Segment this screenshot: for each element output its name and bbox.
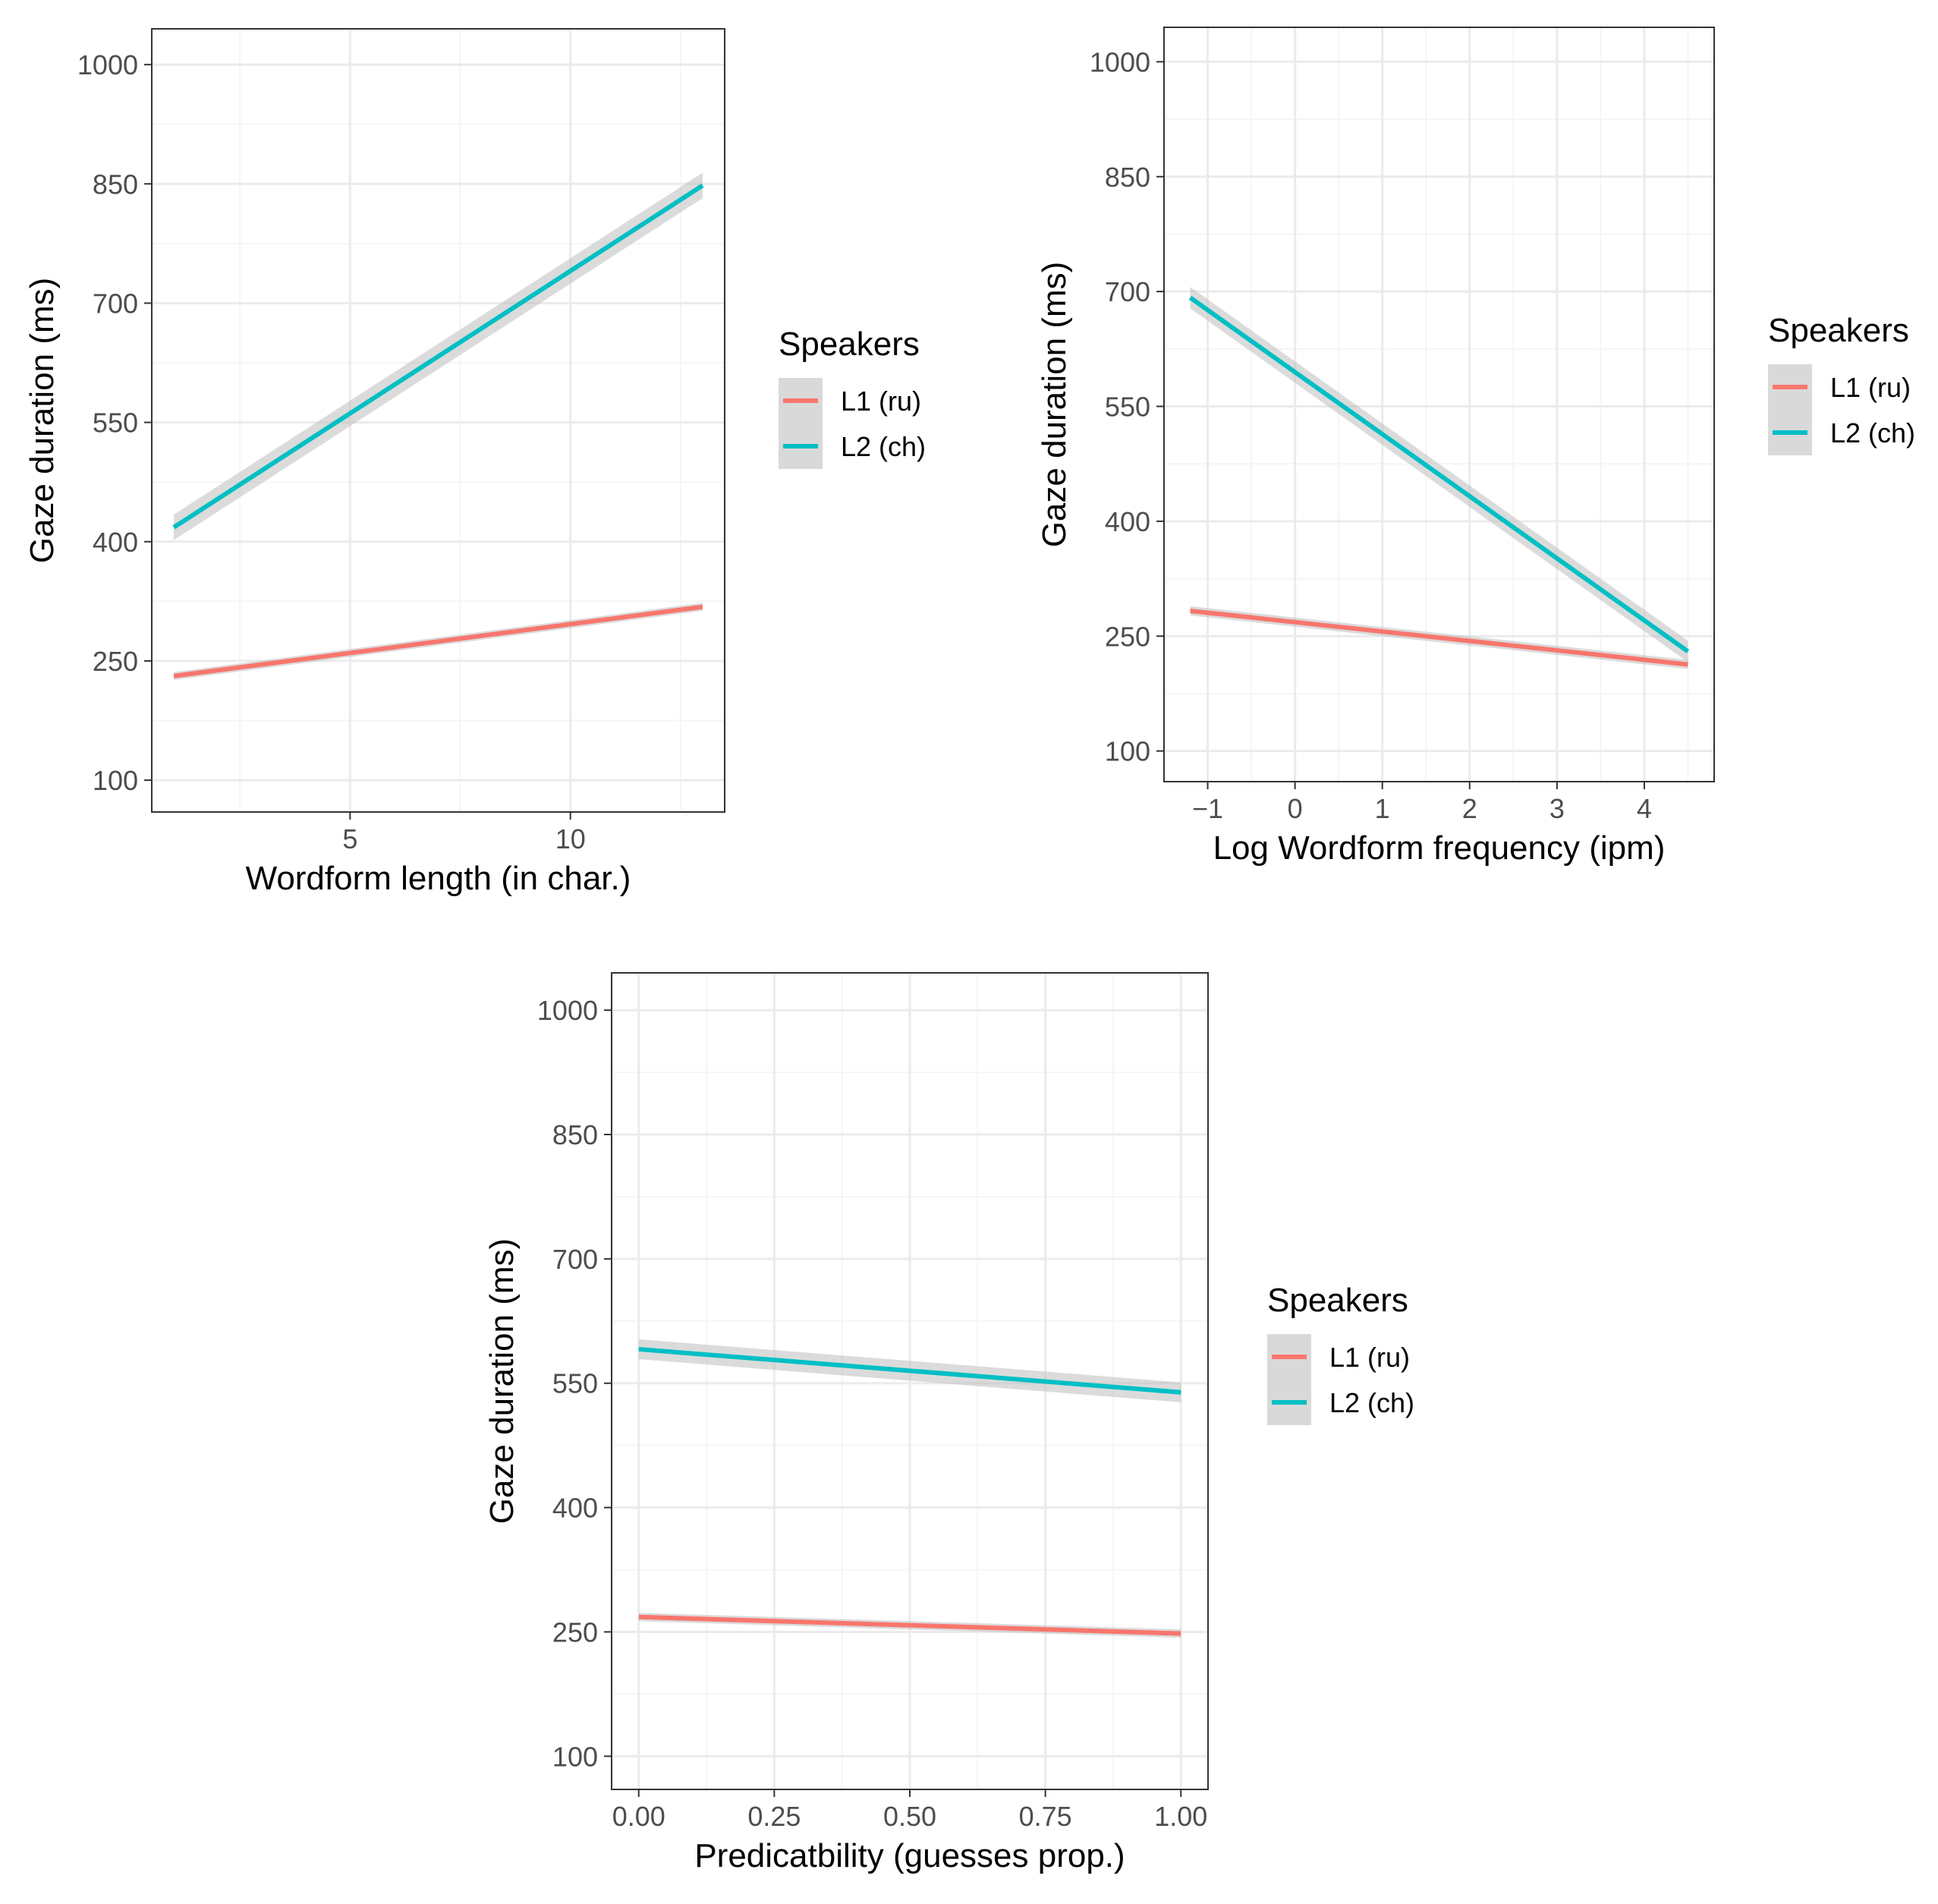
y-tick-label: 1000 (1090, 46, 1150, 77)
legend-label-2: L2 (ch) (841, 431, 926, 462)
series-line-1 (638, 1614, 1181, 1636)
x-tick-label: 1.00 (1154, 1801, 1207, 1832)
y-tick-label: 100 (1105, 736, 1150, 767)
y-tick-label: 250 (93, 646, 138, 677)
series-line-2 (638, 1346, 1181, 1395)
x-axis-title: Log Wordform frequency (ipm) (1213, 829, 1666, 867)
x-tick-label: 0.50 (883, 1801, 936, 1832)
y-tick-label: 250 (1105, 621, 1150, 652)
legend-label-2: L2 (ch) (1329, 1387, 1414, 1418)
x-tick-label: 10 (555, 823, 586, 854)
y-tick-label: 550 (93, 408, 138, 439)
chart-2: 100 250 400 550 700 850 1000 −1 0 1 2 3 4 Log Wordfor… (1036, 27, 1915, 867)
y-tick-label: 400 (552, 1493, 598, 1524)
y-tick-label: 700 (93, 288, 138, 319)
panel-border (1163, 27, 1715, 782)
chart-3: 100 250 400 550 700 850 1000 0.00 0.25 0.50 0.75 1.… (483, 972, 1414, 1874)
series-line-2 (172, 183, 704, 530)
chart-1: 100 250 400 550 700 850 1000 5 10 Wordform length… (24, 28, 926, 897)
panel-background (1164, 27, 1714, 782)
x-tick-label: 0.00 (612, 1801, 665, 1832)
legend-label-2: L2 (ch) (1830, 417, 1915, 448)
legend: Speakers L1 (ru) L2 (ch) (1267, 1282, 1414, 1425)
y-tick-label: 850 (1105, 162, 1150, 193)
series-line-2 (1188, 295, 1690, 653)
y-axis-title: Gaze duration (ms) (24, 278, 61, 564)
y-tick-label: 100 (552, 1741, 598, 1772)
y-tick-label: 1000 (77, 49, 138, 80)
x-axis-title: Wordform length (in char.) (246, 860, 631, 897)
panel-border (151, 28, 725, 813)
y-tick-label: 850 (93, 168, 138, 200)
series-line-1 (1190, 608, 1688, 667)
y-tick-label: 400 (93, 527, 138, 558)
x-tick-label: 0 (1288, 793, 1303, 824)
y-tick-label: 550 (1105, 392, 1150, 423)
y-tick-label: 550 (552, 1368, 598, 1399)
legend-label-1: L1 (ru) (1830, 372, 1911, 403)
x-tick-label: 5 (342, 823, 357, 854)
legend-title: Speakers (779, 326, 920, 363)
x-tick-label: 4 (1637, 793, 1652, 824)
x-tick-label: 2 (1462, 793, 1477, 824)
x-tick-label: 0.75 (1019, 1801, 1072, 1832)
y-axis-title: Gaze duration (ms) (1036, 262, 1073, 548)
x-axis-title: Predicatbility (guesses prop.) (694, 1837, 1125, 1874)
panel-background (152, 29, 725, 812)
y-tick-label: 700 (1105, 276, 1150, 307)
y-tick-label: 700 (552, 1244, 598, 1275)
x-tick-label: −1 (1192, 793, 1223, 824)
y-tick-label: 850 (552, 1119, 598, 1150)
legend: Speakers L1 (ru) L2 (ch) (1768, 312, 1915, 455)
legend: Speakers L1 (ru) L2 (ch) (779, 326, 926, 469)
legend-label-1: L1 (ru) (841, 386, 921, 417)
legend-title: Speakers (1267, 1282, 1408, 1319)
x-tick-label: 3 (1549, 793, 1565, 824)
y-tick-label: 400 (1105, 506, 1150, 537)
x-tick-label: 0.25 (747, 1801, 801, 1832)
y-tick-label: 1000 (537, 995, 598, 1026)
series-line-1 (173, 604, 703, 678)
y-tick-label: 250 (552, 1616, 598, 1648)
y-tick-label: 100 (93, 765, 138, 796)
legend-label-1: L1 (ru) (1329, 1342, 1410, 1373)
x-tick-label: 1 (1375, 793, 1390, 824)
y-axis-title: Gaze duration (ms) (483, 1238, 521, 1525)
legend-title: Speakers (1768, 312, 1909, 349)
